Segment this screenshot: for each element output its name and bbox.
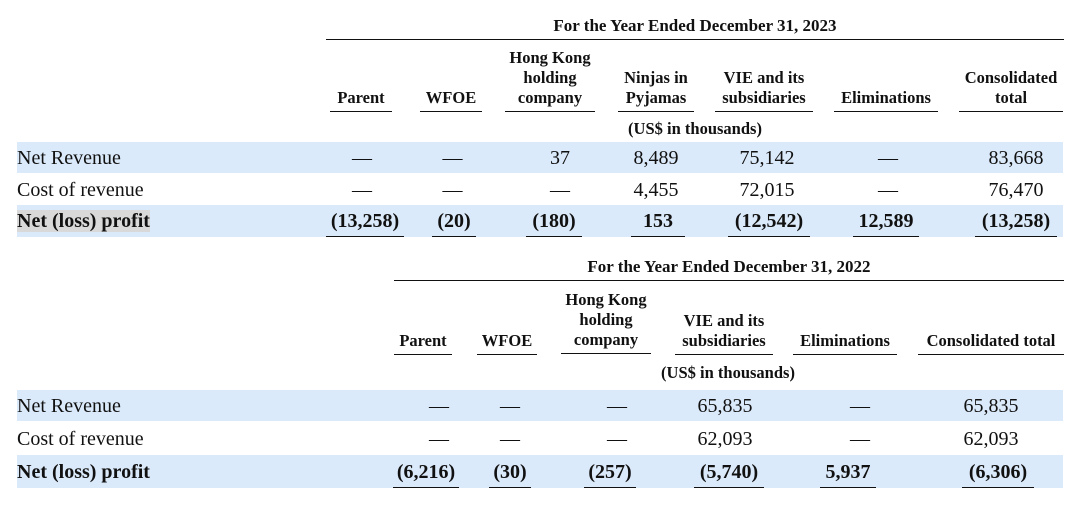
colhead-vie-2022: VIE and its subsidiaries xyxy=(675,311,773,355)
cell-net-profit-consol-2022: (6,306) xyxy=(962,456,1034,488)
row-band-net-revenue-2023 xyxy=(17,142,1063,173)
units-label-2022: (US$ in thousands) xyxy=(661,363,795,382)
colhead-hk-2023: Hong Kong holding company xyxy=(505,48,595,112)
cell-net-revenue-wfoe-2022: — xyxy=(500,395,520,417)
cell-net-profit-hk-2022: (257) xyxy=(584,456,636,488)
cell-net-profit-vie-2022: (5,740) xyxy=(694,456,764,488)
cell-cost-elim-2022: — xyxy=(850,428,870,450)
cell-cost-consol-2023: 76,470 xyxy=(988,179,1044,201)
cell-net-revenue-consol-2023: 83,668 xyxy=(988,147,1044,169)
period-rule-2023 xyxy=(326,39,1064,40)
colhead-hk-2022: Hong Kong holding company xyxy=(561,290,651,354)
cell-net-revenue-hk-2023: 37 xyxy=(550,147,570,169)
cell-cost-vie-2022: 62,093 xyxy=(697,428,753,450)
colhead-consol-2023: Consolidated total xyxy=(959,68,1063,112)
cell-net-revenue-wfoe-2023: — xyxy=(442,147,463,169)
row-label-net-profit-2023: Net (loss) profit xyxy=(17,210,150,232)
colhead-consol-2022: Consolidated total xyxy=(918,331,1064,355)
cell-cost-parent-2023: — xyxy=(352,179,372,201)
period-rule-2022 xyxy=(394,280,1064,281)
colhead-elim-2023: Eliminations xyxy=(834,88,938,112)
colhead-parent-2023: Parent xyxy=(330,88,392,112)
row-band-net-revenue-2022 xyxy=(17,390,1063,421)
cell-net-revenue-hk-2022: — xyxy=(607,395,627,417)
period-heading-2023: For the Year Ended December 31, 2023 xyxy=(553,16,837,35)
row-label-cost-of-revenue-2023: Cost of revenue xyxy=(17,179,144,201)
colhead-elim-2022: Eliminations xyxy=(793,331,897,355)
cell-cost-hk-2022: — xyxy=(607,428,627,450)
cell-cost-consol-2022: 62,093 xyxy=(963,428,1019,450)
cell-net-profit-wfoe-2023: (20) xyxy=(432,205,476,237)
row-label-cost-of-revenue-2022: Cost of revenue xyxy=(17,428,144,450)
cell-net-profit-parent-2022: (6,216) xyxy=(393,456,459,488)
cell-net-revenue-elim-2022: — xyxy=(850,395,870,417)
period-heading-2022: For the Year Ended December 31, 2022 xyxy=(587,257,871,276)
row-label-net-revenue-2022: Net Revenue xyxy=(17,395,121,417)
cell-net-profit-vie-2023: (12,542) xyxy=(728,205,810,237)
cell-net-profit-parent-2023: (13,258) xyxy=(326,205,404,237)
colhead-wfoe-2022: WFOE xyxy=(477,331,537,355)
cell-net-revenue-vie-2022: 65,835 xyxy=(697,395,753,417)
cell-net-profit-ninjas-2023: 153 xyxy=(631,205,685,237)
cell-net-revenue-parent-2022: — xyxy=(429,395,449,417)
row-label-net-revenue-2023: Net Revenue xyxy=(17,147,121,169)
cell-net-revenue-vie-2023: 75,142 xyxy=(739,147,795,169)
cell-cost-elim-2023: — xyxy=(878,179,898,201)
cell-cost-vie-2023: 72,015 xyxy=(739,179,795,201)
cell-net-profit-elim-2023: 12,589 xyxy=(853,205,919,237)
cell-cost-wfoe-2023: — xyxy=(442,179,463,201)
row-band-net-profit-2022 xyxy=(17,455,1063,488)
colhead-wfoe-2023: WFOE xyxy=(420,88,482,112)
cell-cost-ninjas-2023: 4,455 xyxy=(633,179,679,201)
cell-net-profit-wfoe-2022: (30) xyxy=(489,456,531,488)
cell-net-profit-elim-2022: 5,937 xyxy=(820,456,876,488)
cell-net-revenue-elim-2023: — xyxy=(878,147,898,169)
cell-net-profit-consol-2023: (13,258) xyxy=(975,205,1057,237)
colhead-parent-2022: Parent xyxy=(394,331,452,355)
cell-net-revenue-ninjas-2023: 8,489 xyxy=(633,147,679,169)
cell-cost-parent-2022: — xyxy=(429,428,449,450)
cell-cost-wfoe-2022: — xyxy=(500,428,520,450)
cell-net-revenue-consol-2022: 65,835 xyxy=(963,395,1019,417)
cell-cost-hk-2023: — xyxy=(550,179,570,201)
cell-net-revenue-parent-2023: — xyxy=(352,147,372,169)
row-label-net-profit-2022: Net (loss) profit xyxy=(17,461,150,483)
cell-net-profit-hk-2023: (180) xyxy=(526,205,582,237)
row-band-net-profit-2023 xyxy=(17,205,1063,237)
colhead-vie-2023: VIE and its subsidiaries xyxy=(715,68,813,112)
units-label-2023: (US$ in thousands) xyxy=(628,119,762,138)
colhead-ninjas-2023: Ninjas in Pyjamas xyxy=(618,68,694,112)
